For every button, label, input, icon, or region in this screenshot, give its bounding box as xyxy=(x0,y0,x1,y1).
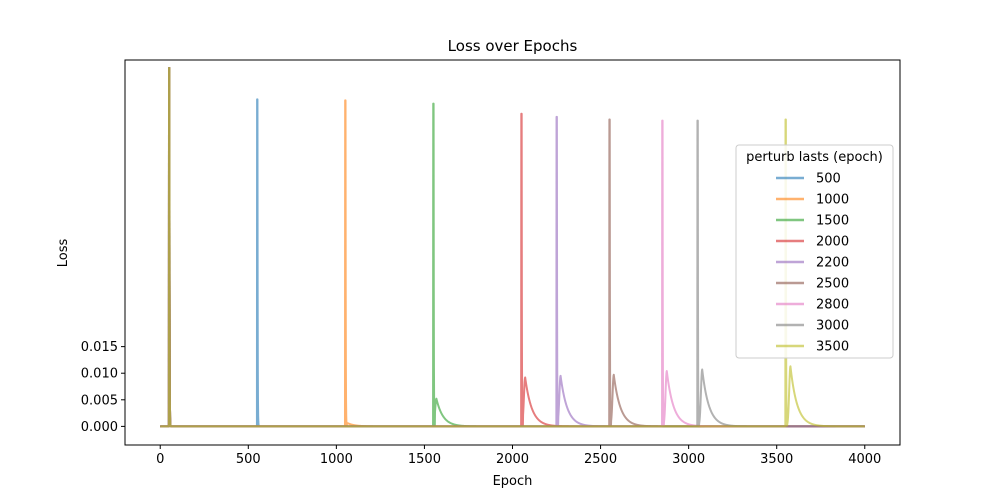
legend-label: 2500 xyxy=(816,277,849,292)
legend-label: 1500 xyxy=(816,214,849,229)
y-tick-label: 0.000 xyxy=(81,420,118,435)
x-tick-label: 3000 xyxy=(672,452,705,467)
legend-label: 2000 xyxy=(816,235,849,250)
y-axis-label: Loss xyxy=(56,239,71,268)
y-tick-label: 0.015 xyxy=(81,340,118,355)
x-tick-label: 1000 xyxy=(320,452,353,467)
x-tick-label: 1500 xyxy=(408,452,441,467)
x-axis-label: Epoch xyxy=(493,474,533,489)
x-tick-label: 2500 xyxy=(584,452,617,467)
legend-label: 2200 xyxy=(816,256,849,271)
y-axis: 0.000 0.005 0.010 0.015 xyxy=(81,340,125,435)
legend-box xyxy=(735,144,894,359)
legend: perturb lasts (epoch) 500 1000 1500 2000 220… xyxy=(735,144,894,359)
legend-items: 500 1000 1500 2000 2200 2500 2800 3000 3500 xyxy=(776,172,849,355)
legend-label: 1000 xyxy=(816,193,849,208)
x-tick-label: 2000 xyxy=(496,452,529,467)
series-layer xyxy=(159,66,866,428)
legend-label: 3500 xyxy=(816,340,849,355)
series-line-3500 xyxy=(159,66,866,428)
x-tick-label: 4000 xyxy=(848,452,881,467)
legend-title: perturb lasts (epoch) xyxy=(746,150,883,165)
x-tick-label: 500 xyxy=(236,452,261,467)
legend-label: 2800 xyxy=(816,298,849,313)
legend-label: 500 xyxy=(816,172,841,187)
legend-label: 3000 xyxy=(816,319,849,334)
x-tick-label: 3500 xyxy=(760,452,793,467)
y-tick-label: 0.005 xyxy=(81,393,118,408)
y-tick-label: 0.010 xyxy=(81,367,118,382)
x-tick-label: 0 xyxy=(156,452,164,467)
chart-title: Loss over Epochs xyxy=(448,37,578,55)
x-axis: 0 500 1000 1500 2000 2500 3000 3500 4000 xyxy=(156,445,881,467)
